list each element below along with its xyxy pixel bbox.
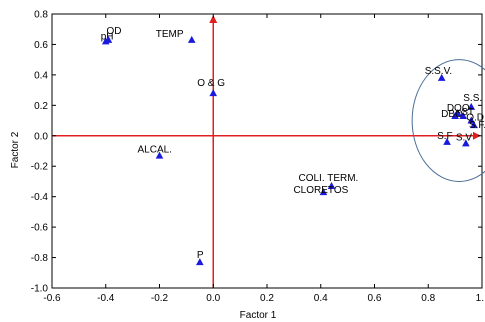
- x-tick-label: -0.6: [43, 293, 61, 304]
- point-marker-st: [459, 111, 467, 119]
- point-label-s-f: S.F.: [469, 120, 485, 131]
- point-label-s-s: S.S.: [463, 93, 482, 104]
- point-label-st: ST: [461, 107, 474, 118]
- point-marker-alcal: [155, 151, 164, 159]
- point-marker-s-v: [462, 139, 470, 147]
- point-marker-o-g: [209, 89, 218, 97]
- point-marker-s-s-v: [437, 73, 446, 81]
- y-axis-title: Factor 2: [10, 131, 21, 168]
- point-label-ph: pH: [101, 31, 114, 42]
- y-tick-label: 0.4: [34, 70, 48, 81]
- y-tick-label: -0.4: [31, 192, 49, 203]
- x-tick-label: 1.: [476, 293, 484, 304]
- point-marker-temp: [187, 35, 196, 43]
- x-tick-label: 0.6: [368, 293, 382, 304]
- point-label-p: P: [197, 250, 204, 261]
- point-label-o-d: O.D.: [466, 113, 485, 124]
- point-label-coli-term: COLI. TERM.: [299, 173, 359, 184]
- point-label-s-s-v: S.S.V.: [425, 66, 452, 77]
- point-label-od: OD: [106, 26, 121, 37]
- x-tick-label: 0.2: [260, 293, 274, 304]
- x-axis-title: Factor 1: [240, 310, 277, 321]
- y-tick-label: -1.0: [31, 284, 49, 295]
- x-tick-label: 0.0: [206, 293, 220, 304]
- x-tick-label: -0.4: [97, 293, 115, 304]
- y-axis-ticks: 0.8 0.6 0.4 0.2 0.0 -0.2 -0.4 -0.6 -0.8 -1.0: [31, 10, 482, 295]
- point-marker-o-d: [467, 116, 476, 124]
- point-marker-s-f: [443, 137, 451, 145]
- y-tick-label: 0.6: [34, 40, 48, 51]
- y-tick-label: -0.8: [31, 253, 49, 264]
- point-label-o-g: O & G: [197, 78, 225, 89]
- y-tick-label: 0.0: [34, 131, 48, 142]
- point-label-s-v: S.V: [456, 132, 472, 143]
- point-label-cloretos: CLORETOS: [293, 185, 348, 196]
- y-tick-label: -0.2: [31, 162, 49, 173]
- point-marker-s-f: [470, 121, 478, 129]
- point-label-temp: TEMP: [156, 29, 184, 40]
- point-marker-p: [196, 258, 204, 266]
- y-tick-label: 0.8: [34, 10, 48, 21]
- x-tick-label: -0.2: [151, 293, 169, 304]
- x-tick-label: 0.4: [314, 293, 328, 304]
- y-tick-label: 0.2: [34, 101, 48, 112]
- x-axis-ticks: -0.6 -0.4 -0.2 0.0 0.2 0.4 0.6 0.8 1.: [43, 14, 484, 304]
- point-marker-coli-term: [327, 182, 336, 190]
- x-tick-label: 0.8: [421, 293, 435, 304]
- point-label-s-f: S.F: [437, 131, 453, 142]
- point-marker-od: [104, 35, 113, 43]
- point-marker-s-s: [467, 102, 476, 110]
- point-label-alcal: ALCAL.: [138, 145, 172, 156]
- point-label-dbo: DBO: [441, 109, 463, 120]
- point-label-dqo: DQO: [447, 103, 470, 114]
- point-marker-cloretos: [319, 188, 328, 196]
- point-marker-dbo: [451, 111, 459, 119]
- cluster-ellipse: [411, 59, 485, 182]
- y-tick-label: -0.6: [31, 223, 49, 234]
